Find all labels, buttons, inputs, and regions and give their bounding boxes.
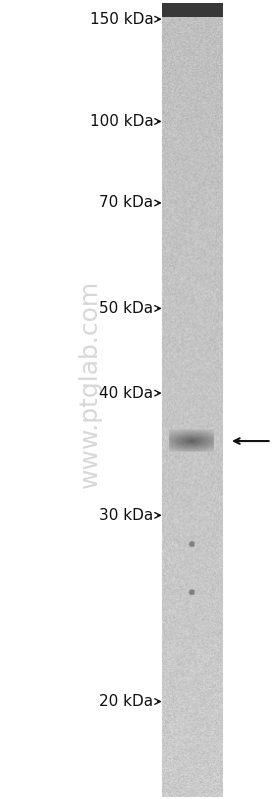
Text: 100 kDa: 100 kDa (90, 114, 153, 129)
Text: 40 kDa: 40 kDa (99, 386, 153, 400)
Text: 70 kDa: 70 kDa (99, 196, 153, 210)
Text: 20 kDa: 20 kDa (99, 694, 153, 709)
Text: 150 kDa: 150 kDa (90, 12, 153, 26)
Text: 50 kDa: 50 kDa (99, 301, 153, 316)
Text: www.ptglab.com: www.ptglab.com (78, 280, 102, 487)
Text: 30 kDa: 30 kDa (99, 508, 153, 523)
